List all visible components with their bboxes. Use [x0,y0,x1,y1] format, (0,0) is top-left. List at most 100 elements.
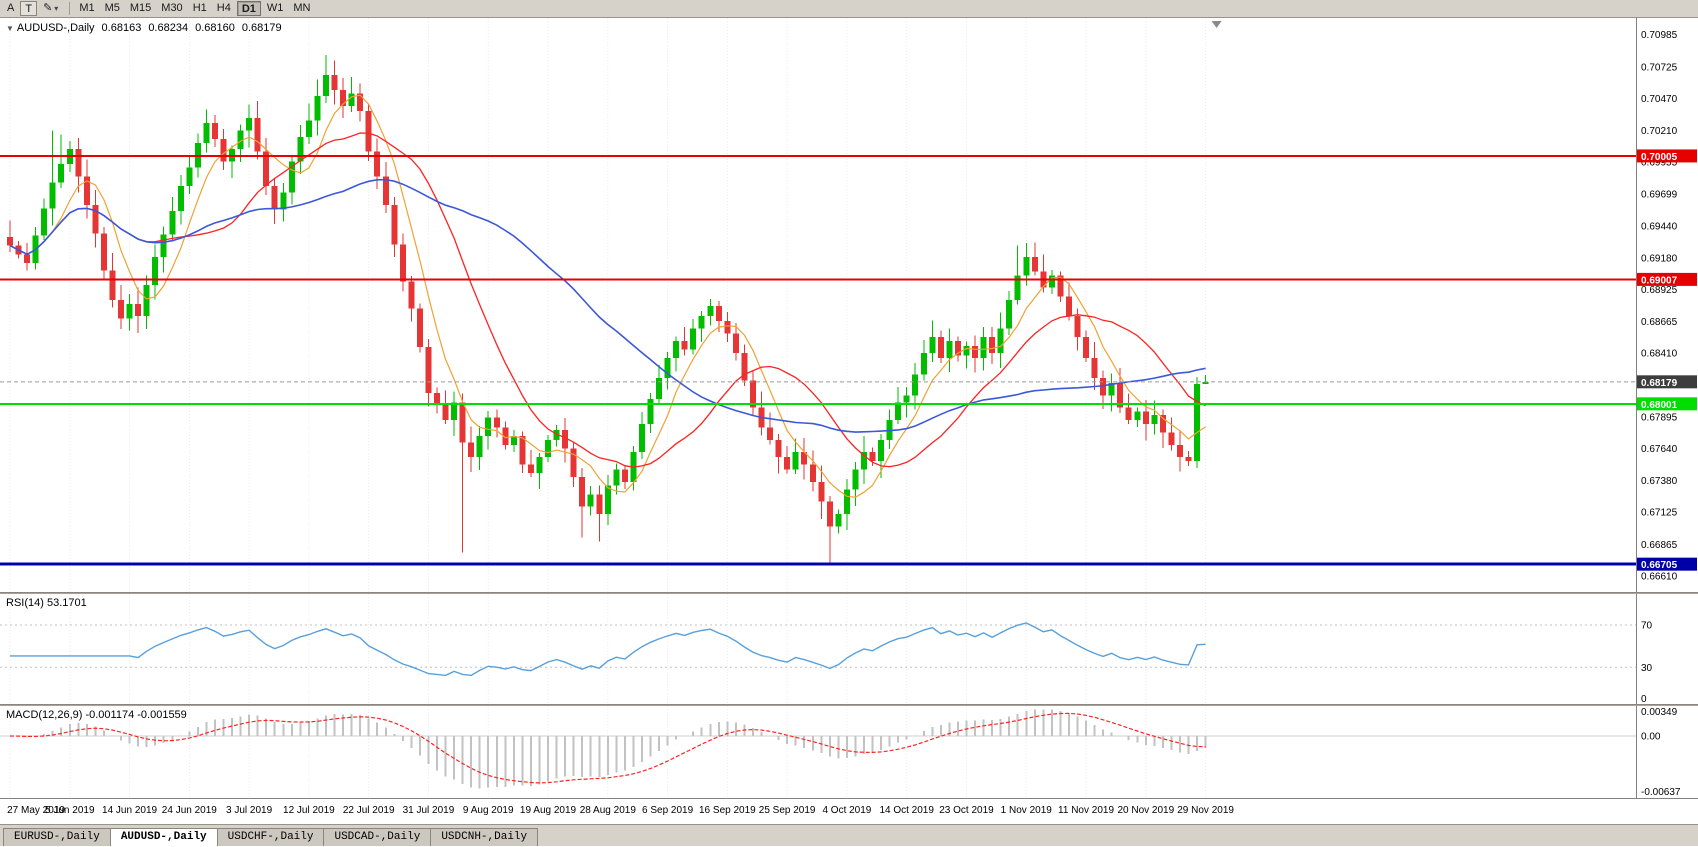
period-toolbar: M1 M5 M15 M30 H1 H4 D1 W1 MN [75,1,316,16]
date-label: 9 Aug 2019 [462,805,514,816]
period-button-m1[interactable]: M1 [79,2,95,14]
chart-shift-marker[interactable] [1211,21,1222,28]
macd-chart[interactable]: 0.00349 0.00 -0.00637 [0,706,1698,798]
chart-tab-usdcad[interactable]: USDCAD-,Daily [323,828,432,846]
macd-panel: MACD(12,26,9) -0.001174 -0.001559 0.0034… [0,706,1698,798]
date-label: 24 Jun 2019 [161,805,217,816]
rsi-axis-label: 70 [1641,621,1653,632]
price-level-badge: 0.70005 [1637,149,1697,163]
price-axis-label: 0.68665 [1641,317,1678,328]
date-label: 12 Jul 2019 [283,805,335,816]
period-button-d1[interactable]: D1 [236,1,261,16]
toolbar-separator [69,2,71,15]
period-button-m30[interactable]: M30 [161,2,183,14]
date-label: 22 Jul 2019 [342,805,395,816]
svg-text:0.70005: 0.70005 [1641,152,1678,163]
ohlc-close: 0.68179 [241,22,282,34]
price-axis-label: 0.69180 [1641,253,1678,264]
price-axis-label: 0.67125 [1641,508,1678,519]
date-label: 27 May 2019 [7,805,65,816]
date-label: 6 Sep 2019 [641,805,694,816]
date-label: 23 Oct 2019 [939,805,994,816]
date-label: 16 Sep 2019 [699,805,756,816]
price-axis-label: 0.69699 [1641,189,1678,200]
macd-axis-label: 0.00 [1641,732,1661,743]
price-axis-label: 0.67380 [1641,476,1678,487]
macd-axis-label: -0.00637 [1641,787,1681,798]
rsi-axis-label: 30 [1641,663,1653,674]
date-label: 5 Jun 2019 [45,805,95,816]
symbol-label: AUDUSD-,Daily [16,22,95,34]
price-axis-label: 0.66610 [1641,571,1678,582]
date-label: 29 Nov 2019 [1177,805,1234,816]
date-label: 11 Nov 2019 [1058,805,1115,816]
macd-histogram [17,709,1207,789]
date-label: 20 Nov 2019 [1117,805,1175,816]
date-label: 14 Jun 2019 [102,805,158,816]
ohlc-low: 0.68160 [195,22,235,34]
ohlc-open: 0.68163 [101,22,142,34]
rsi-axis-label: 0 [1641,694,1647,704]
period-button-mn[interactable]: MN [293,2,311,14]
date-label: 3 Jul 2019 [226,805,273,816]
period-button-m15[interactable]: M15 [129,2,152,14]
price-level-badge: 0.68001 [1637,397,1697,411]
cursor-tool-button[interactable]: A [7,2,15,14]
ma-slow-line [9,178,1206,433]
top-toolbar: A T ✎ ▾ M1 M5 M15 M30 H1 H4 D1 W1 MN [0,0,1698,18]
svg-text:0.69007: 0.69007 [1641,275,1678,286]
chart-tab-usdchf[interactable]: USDCHF-,Daily [216,828,325,846]
period-button-h1[interactable]: H1 [192,2,207,14]
price-axis-label: 0.70210 [1641,126,1678,137]
styles-tool-button[interactable]: ✎ ▾ [39,1,62,16]
macd-signal-line [9,712,1206,784]
rsi-line [10,622,1206,677]
date-label: 28 Aug 2019 [579,805,636,816]
current-price-badge: 0.68179 [1637,375,1697,389]
date-label: 14 Oct 2019 [879,805,934,816]
svg-text:0.68001: 0.68001 [1641,400,1678,411]
price-axis-label: 0.70725 [1641,62,1678,73]
chart-tab-eurusd[interactable]: EURUSD-,Daily [3,828,111,846]
date-label: 4 Oct 2019 [822,805,872,816]
period-button-w1[interactable]: W1 [266,2,284,14]
price-axis-label: 0.70985 [1641,30,1678,41]
svg-text:0.68179: 0.68179 [1641,378,1678,389]
chart-header: ▼ AUDUSD-,Daily 0.68163 0.68234 0.68160 0.681… [6,22,289,34]
svg-text:0.66705: 0.66705 [1641,560,1678,571]
ma-mid-line [9,132,1206,468]
price-axis-label: 0.69955 [1641,158,1678,169]
time-axis[interactable]: 27 May 2019 5 Jun 2019 14 Jun 2019 24 Jun 2… [0,798,1698,824]
date-label: 1 Nov 2019 [1000,805,1052,816]
chart-tabs: EURUSD-,Daily AUDUSD-,Daily USDCHF-,Daily U… [0,824,1698,846]
chart-tab-usdcnh[interactable]: USDCNH-,Daily [430,828,539,846]
period-button-h4[interactable]: H4 [216,2,231,14]
ma-fast-line [9,94,1206,498]
ohlc-high: 0.68234 [148,22,189,34]
price-level-badge: 0.69007 [1637,272,1697,286]
price-level-badge: 0.66705 [1637,557,1697,571]
date-label: 19 Aug 2019 [519,805,577,816]
price-axis-label: 0.69440 [1641,221,1678,232]
price-axis-label: 0.70470 [1641,94,1678,105]
price-axis-label: 0.66865 [1641,540,1678,551]
price-axis-label: 0.67640 [1641,444,1678,455]
rsi-panel: RSI(14) 53.1701 70 30 0 [0,594,1698,704]
text-tool-button[interactable]: T [20,1,38,16]
macd-axis-label: 0.00349 [1641,707,1678,718]
price-axis-label: 0.67895 [1641,412,1678,423]
brush-icon: ✎ [43,2,53,14]
date-label: 31 Jul 2019 [402,805,455,816]
symbol-dropdown-icon: ▼ [6,24,14,33]
price-chart[interactable]: 0.70985 0.70725 0.70470 0.70210 0.69955 0.696… [0,18,1698,592]
rsi-label: RSI(14) 53.1701 [6,597,87,609]
price-axis-label: 0.68925 [1641,285,1678,296]
rsi-chart[interactable]: 70 30 0 [0,594,1698,704]
panel-splitter-2[interactable] [0,704,1698,706]
chart-tab-audusd[interactable]: AUDUSD-,Daily [109,828,218,846]
panel-splitter-1[interactable] [0,592,1698,594]
macd-label: MACD(12,26,9) -0.001174 -0.001559 [6,709,187,721]
price-axis-label: 0.68410 [1641,349,1678,360]
date-label: 25 Sep 2019 [758,805,816,816]
period-button-m5[interactable]: M5 [104,2,120,14]
